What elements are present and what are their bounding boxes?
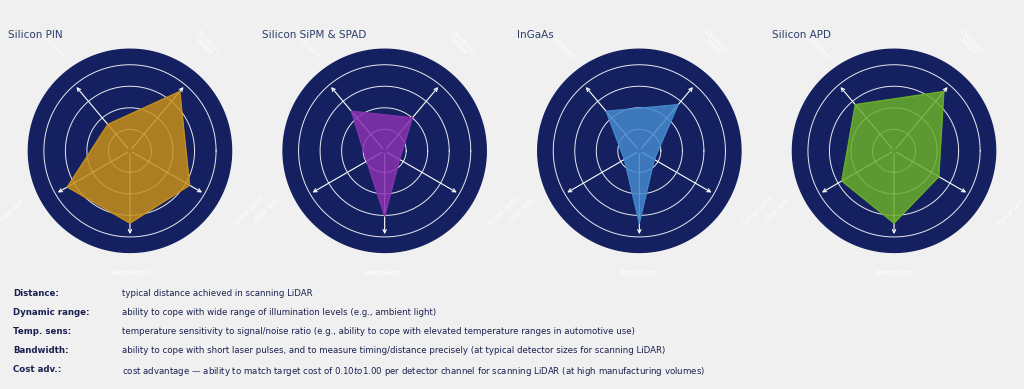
Text: Bandwidth:: Bandwidth:: [13, 346, 69, 355]
Polygon shape: [283, 49, 486, 252]
Text: Temp. sens:: Temp. sens:: [13, 327, 72, 336]
Text: Cost adv.: Cost adv.: [763, 196, 792, 224]
Text: Bandwidth: Bandwidth: [874, 270, 913, 276]
Text: Dynamic
range: Dynamic range: [700, 29, 731, 60]
Text: Cost adv.: Cost adv.: [509, 196, 537, 224]
Polygon shape: [29, 49, 231, 252]
Text: Temp sens.: Temp sens.: [742, 194, 775, 227]
Text: ability to cope with wide range of illumination levels (e.g., ambient light): ability to cope with wide range of illum…: [122, 308, 436, 317]
Polygon shape: [68, 91, 189, 223]
Text: Temp sens.: Temp sens.: [232, 194, 266, 227]
Text: Distance: Distance: [804, 33, 831, 60]
Text: temperature sensitivity to signal/noise ratio (e.g., ability to cope with elevat: temperature sensitivity to signal/noise …: [122, 327, 635, 336]
Polygon shape: [793, 49, 995, 252]
Text: Dynamic
range: Dynamic range: [190, 29, 222, 60]
Text: Temp sens.: Temp sens.: [997, 194, 1024, 227]
Text: typical distance achieved in scanning LiDAR: typical distance achieved in scanning Li…: [122, 289, 312, 298]
Text: Distance: Distance: [550, 33, 577, 60]
Text: Cost adv.: Cost adv.: [254, 196, 282, 224]
Text: Silicon PIN: Silicon PIN: [8, 30, 62, 40]
Text: Bandwidth: Bandwidth: [366, 270, 404, 276]
Text: Cost adv.:: Cost adv.:: [13, 365, 61, 374]
Polygon shape: [842, 91, 944, 223]
Text: cost advantage — ability to match target cost of $0.10 to $1.00 per detector cha: cost advantage — ability to match target…: [122, 365, 705, 378]
Text: Silicon APD: Silicon APD: [772, 30, 830, 40]
Text: Bandwidth: Bandwidth: [111, 270, 150, 276]
Text: Dynamic
range: Dynamic range: [955, 29, 986, 60]
Text: Dynamic
range: Dynamic range: [445, 29, 476, 60]
Text: Cost adv.: Cost adv.: [0, 196, 27, 224]
Text: Silicon SiPM & SPAD: Silicon SiPM & SPAD: [262, 30, 367, 40]
Text: Distance: Distance: [295, 33, 322, 60]
Text: ability to cope with short laser pulses, and to measure timing/distance precisel: ability to cope with short laser pulses,…: [122, 346, 665, 355]
Text: Distance:: Distance:: [13, 289, 59, 298]
Text: Bandwidth: Bandwidth: [620, 270, 658, 276]
Text: Temp sens.: Temp sens.: [487, 194, 520, 227]
Text: InGaAs: InGaAs: [517, 30, 554, 40]
Text: Dynamic range:: Dynamic range:: [13, 308, 90, 317]
Polygon shape: [351, 111, 413, 216]
Polygon shape: [606, 105, 678, 223]
Text: Distance: Distance: [40, 33, 67, 60]
Polygon shape: [538, 49, 741, 252]
